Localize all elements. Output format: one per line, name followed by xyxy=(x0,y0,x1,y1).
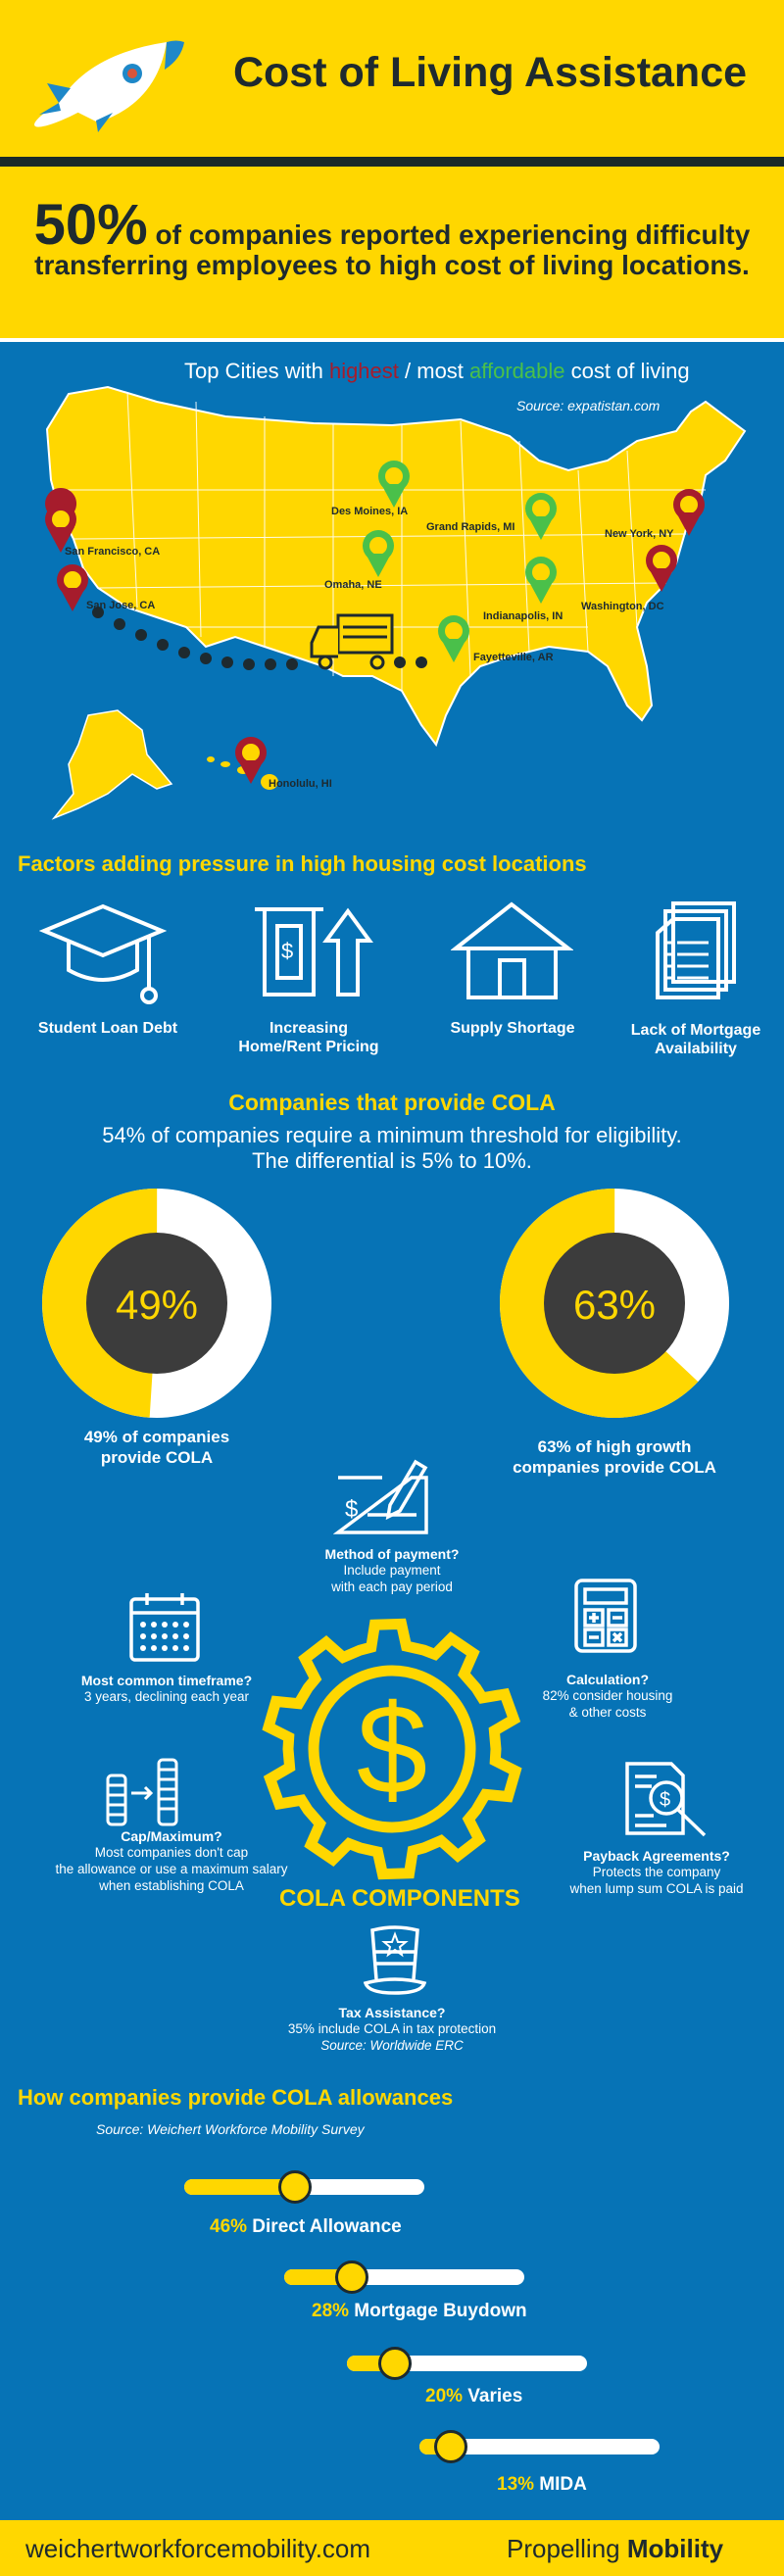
section-divider xyxy=(0,338,784,342)
allowance-knob-3 xyxy=(433,2430,467,2463)
stat-band xyxy=(0,167,784,338)
donut-label-63: 63% of high growth companies provide COLA xyxy=(513,1437,716,1477)
component-timeframe: Most common timeframe? 3 years, declinin… xyxy=(80,1673,253,1704)
factor-label-supply-shortage: Supply Shortage xyxy=(450,1020,575,1037)
documents-icon xyxy=(656,901,736,999)
donut-value-49: 49% xyxy=(116,1282,198,1328)
graduation-cap-icon xyxy=(39,903,167,1004)
city-label-washington: Washington, DC xyxy=(581,601,664,612)
stat-percent: 50% xyxy=(33,193,148,257)
footer-url[interactable]: weichertworkforcemobility.com xyxy=(25,2534,371,2563)
calculator-icon xyxy=(574,1579,637,1653)
money-up-arrow-icon: $ xyxy=(255,907,373,996)
cola-title: Companies that provide COLA xyxy=(228,1090,556,1115)
city-label-san-francisco: San Francisco, CA xyxy=(65,546,160,558)
map-title: Top Cities with highest / most affordabl… xyxy=(184,359,690,384)
allowances-source: Source: Weichert Workforce Mobility Surv… xyxy=(96,2121,365,2137)
page-title: Cost of Living Assistance xyxy=(232,49,748,96)
city-label-des-moines: Des Moines, IA xyxy=(331,506,408,517)
allowance-fill-0 xyxy=(184,2179,295,2195)
factor-label-student-loan: Student Loan Debt xyxy=(37,1020,178,1037)
allowance-track-1 xyxy=(284,2260,524,2294)
donut-label-49: 49% of companies provide COLA xyxy=(83,1428,230,1467)
map-source: Source: expatistan.com xyxy=(516,398,661,413)
coin-stacks-icon xyxy=(106,1758,178,1826)
allowance-label-0: 46% Direct Allowance xyxy=(210,2216,402,2237)
uncle-sam-hat-icon xyxy=(363,1925,427,1995)
city-label-fayetteville: Fayetteville, AR xyxy=(473,652,554,663)
rocket-icon xyxy=(34,40,184,132)
footer-tagline: Propelling Mobility xyxy=(507,2534,724,2563)
map-title-highest: highest xyxy=(328,359,399,383)
donut-value-63: 63% xyxy=(573,1282,656,1328)
map-title-post: cost of living xyxy=(564,359,690,383)
allowance-knob-1 xyxy=(334,2260,368,2294)
allowance-knob-2 xyxy=(378,2347,412,2380)
moving-truck-icon xyxy=(310,613,394,670)
factors-title: Factors adding pressure in high housing … xyxy=(18,851,587,876)
city-label-honolulu: Honolulu, HI xyxy=(269,778,332,790)
allowance-label-3: 13% MIDA xyxy=(497,2474,587,2495)
city-label-indianapolis: Indianapolis, IN xyxy=(483,610,563,622)
allowance-label-2: 20% Varies xyxy=(425,2386,523,2406)
stat-text-1: of companies reported experiencing diffi… xyxy=(147,219,751,250)
component-cap: Cap/Maximum? Most companies don't cap th… xyxy=(55,1828,288,1893)
cola-subtitle-2: The differential is 5% to 10%. xyxy=(252,1148,532,1173)
us-map: San Francisco, CA San Jose, CA New York,… xyxy=(45,385,747,820)
allowance-track-3 xyxy=(419,2430,660,2463)
dollar-gear-icon: $ xyxy=(262,1618,522,1880)
allowance-label-1: 28% Mortgage Buydown xyxy=(312,2301,527,2321)
map-markers xyxy=(45,461,705,784)
factor-label-mortgage: Lack of Mortgage Availability xyxy=(630,1022,761,1057)
svg-text:$: $ xyxy=(357,1677,427,1821)
stat-line-1: 50% of companies reported experiencing d… xyxy=(0,192,784,258)
donut-chart-49: 49% xyxy=(42,1189,271,1418)
allowance-track-2 xyxy=(347,2347,587,2380)
city-label-san-jose: San Jose, CA xyxy=(86,600,155,611)
header-divider xyxy=(0,157,784,167)
donut-chart-63: 63% xyxy=(500,1189,729,1418)
stat-line-2: transferring employees to high cost of l… xyxy=(34,250,750,280)
map-title-affordable: affordable xyxy=(469,359,565,383)
city-label-grand-rapids: Grand Rapids, MI xyxy=(426,521,514,533)
cola-subtitle-1: 54% of companies require a minimum thres… xyxy=(102,1123,682,1147)
svg-text:$: $ xyxy=(660,1789,670,1811)
route-dots xyxy=(92,607,427,670)
allowance-knob-0 xyxy=(277,2170,312,2204)
allowances-title: How companies provide COLA allowances xyxy=(18,2085,454,2110)
factor-label-home-pricing: Increasing Home/Rent Pricing xyxy=(238,1020,379,1055)
allowance-fill-1 xyxy=(284,2269,352,2285)
house-icon xyxy=(451,901,573,999)
svg-text:$: $ xyxy=(345,1496,358,1523)
svg-text:$: $ xyxy=(281,939,293,963)
component-calculation: Calculation? 82% consider housing & othe… xyxy=(542,1672,673,1720)
city-label-omaha: Omaha, NE xyxy=(324,579,382,591)
footer-band xyxy=(0,2520,784,2576)
components-heading: COLA COMPONENTS xyxy=(279,1885,520,1912)
calendar-icon xyxy=(129,1593,200,1662)
check-pen-icon: $ xyxy=(333,1459,428,1534)
component-tax: Tax Assistance? 35% include COLA in tax … xyxy=(287,2005,497,2053)
city-label-new-york: New York, NY xyxy=(605,528,674,540)
component-method: Method of payment? Include payment with … xyxy=(324,1546,460,1594)
allowance-track-0 xyxy=(184,2170,424,2204)
document-magnifier-icon: $ xyxy=(625,1762,707,1837)
map-title-sep: / most xyxy=(398,359,470,383)
map-title-pre: Top Cities with xyxy=(184,359,329,383)
component-payback: Payback Agreements? Protects the company… xyxy=(569,1848,744,1896)
